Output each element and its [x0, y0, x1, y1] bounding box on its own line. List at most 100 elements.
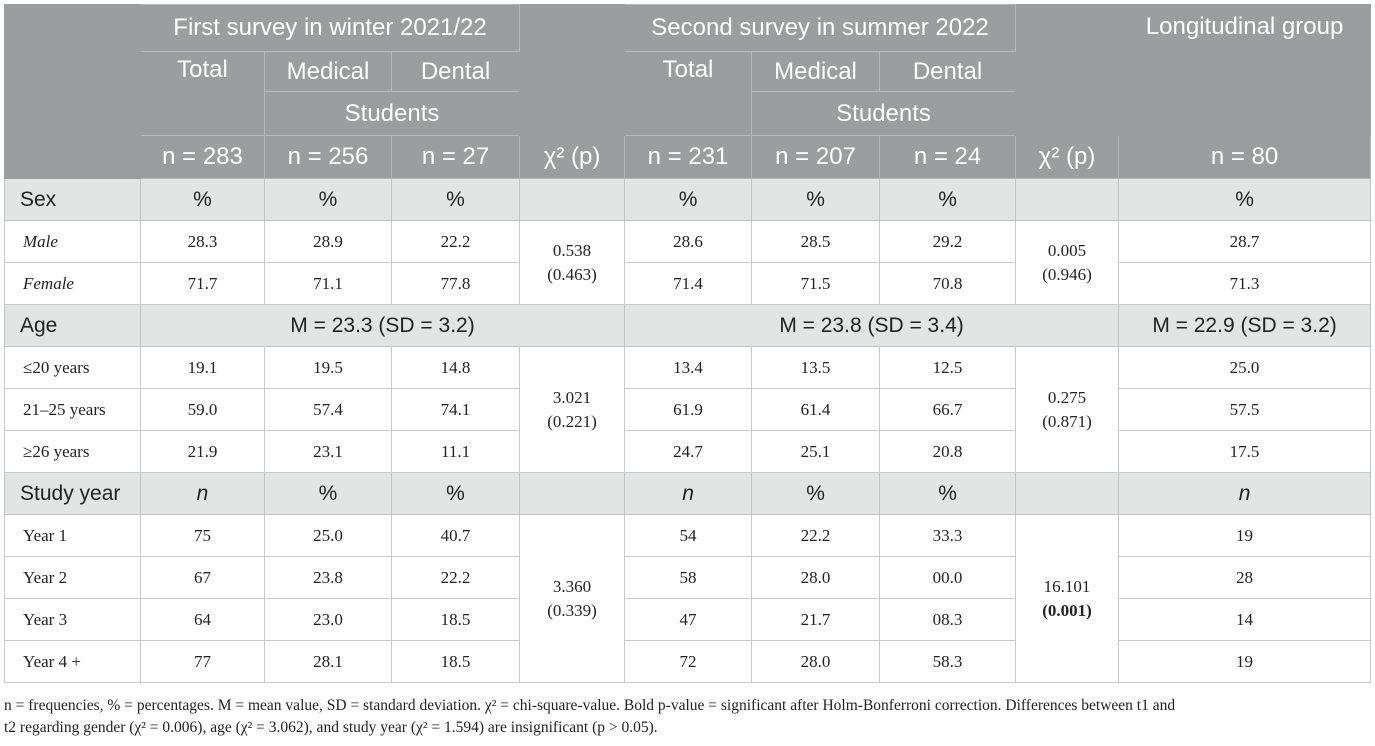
chi-cell: 3.021 (0.221) [519, 346, 626, 473]
cell: 00.0 [879, 556, 1017, 599]
cell: 25.0 [1118, 346, 1372, 389]
header-chi2: χ² (p) [1015, 135, 1120, 179]
section-age: Age M = 23.3 (SD = 3.2) M = 23.8 (SD = 3… [4, 304, 1372, 347]
header-row-2: Total Medical Dental Total Medical Denta… [5, 51, 1371, 136]
age-mean-survey2: M = 23.8 (SD = 3.4) [624, 304, 1120, 347]
header-chi1: χ² (p) [519, 135, 626, 179]
cell: 24.7 [624, 430, 753, 473]
cell: 23.0 [264, 598, 392, 641]
header-row-4: n = 283 n = 256 n = 27 χ² (p) n = 231 n … [5, 135, 1372, 179]
cell: 19 [1118, 514, 1372, 557]
section-sex: Sex % % % % % % % [4, 178, 1372, 221]
chi-cell: 0.538 (0.463) [519, 220, 626, 305]
cell: 13.5 [751, 346, 881, 389]
cell: 57.4 [264, 388, 392, 431]
unit-cell-blank [1015, 178, 1120, 221]
header-row-1: First survey in winter 2021/22 Second su… [4, 4, 1372, 179]
footnote-line-1: n = frequencies, % = percentages. M = me… [4, 697, 1176, 714]
cell: 13.4 [624, 346, 753, 389]
cell: 25.1 [751, 430, 881, 473]
header-students-2: Students [751, 91, 1017, 136]
chi-value: 16.101 [1043, 576, 1091, 596]
unit-cell: % [879, 178, 1017, 221]
table-row: ≤20 years 19.1 19.5 14.8 3.021 (0.221) 13… [4, 346, 1372, 473]
cell: 22.2 [751, 514, 881, 557]
age-mean-survey1: M = 23.3 (SD = 3.2) [139, 304, 626, 347]
chi-cell: 3.360 (0.339) [519, 514, 626, 683]
row-label: Male [4, 220, 141, 263]
cell: 11.1 [390, 430, 521, 473]
cell: 58.3 [879, 640, 1017, 683]
header-n1-dental: n = 27 [390, 135, 521, 179]
cell: 19.5 [264, 346, 392, 389]
header-blank-cell [4, 4, 141, 179]
cell: 47 [624, 598, 753, 641]
header-total-2: Total [624, 51, 753, 136]
cell: 61.4 [751, 388, 881, 431]
age-mean-longitudinal: M = 22.9 (SD = 3.2) [1118, 304, 1372, 347]
unit-cell: % [624, 178, 753, 221]
unit-cell: % [751, 472, 881, 515]
unit-cell: % [390, 472, 521, 515]
unit-cell-blank [1015, 472, 1120, 515]
cell: 18.5 [390, 640, 521, 683]
cell: 72 [624, 640, 753, 683]
unit-cell: % [879, 472, 1017, 515]
unit-cell: n [624, 472, 753, 515]
table-row: Female 71.7 71.1 77.8 71.4 71.5 70.8 71.… [4, 262, 1372, 305]
table-row: Year 1 75 25.0 40.7 3.360 (0.339) 54 22.2… [4, 514, 1372, 683]
cell: 20.8 [879, 430, 1017, 473]
cell: 28.7 [1118, 220, 1372, 263]
cell: 59.0 [140, 388, 265, 431]
row-label: 21–25 years [4, 388, 141, 431]
cell: 75 [140, 514, 265, 557]
header-n-long: n = 80 [1118, 135, 1372, 179]
header-dental-1: Dental [390, 51, 521, 92]
cell: 23.1 [264, 430, 392, 473]
cell: 19 [1118, 640, 1372, 683]
chi-value: 0.538 [552, 240, 592, 260]
unit-cell: n [140, 472, 265, 515]
table-row: Year 4 + 77 28.1 18.5 72 28.0 58.3 19 [4, 640, 1372, 683]
row-label: Year 2 [4, 556, 141, 599]
section-label: Sex [4, 178, 141, 221]
cell: 70.8 [879, 262, 1017, 305]
chi-cell: 16.101 (0.001) [1015, 514, 1120, 683]
row-label: Year 1 [4, 514, 141, 557]
cell: 28.6 [624, 220, 753, 263]
unit-cell: n [1118, 472, 1372, 515]
cell: 21.7 [751, 598, 881, 641]
p-value: (0.946) [1042, 264, 1092, 284]
table-row: Year 2 67 23.8 22.2 58 28.0 00.0 28 [4, 556, 1372, 599]
chi-value: 0.005 [1047, 240, 1087, 260]
cell: 23.8 [264, 556, 392, 599]
table-row: Year 3 64 23.0 18.5 47 21.7 08.3 14 [4, 598, 1372, 641]
cell: 28.5 [751, 220, 881, 263]
unit-cell: % [264, 472, 392, 515]
unit-cell: % [751, 178, 881, 221]
header-students-1: Students [263, 91, 521, 136]
header-n2-dental: n = 24 [879, 135, 1017, 179]
cell: 71.7 [140, 262, 265, 305]
cell: 71.3 [1118, 262, 1372, 305]
cell: 28.3 [140, 220, 265, 263]
cell: 19.1 [140, 346, 265, 389]
cell: 71.5 [751, 262, 881, 305]
table-row: Male 28.3 28.9 22.2 0.538 (0.463) 28.6 28… [4, 220, 1372, 305]
cell: 22.2 [390, 220, 521, 263]
chi-value: 3.021 [552, 387, 592, 407]
header-n2-total: n = 231 [624, 135, 753, 179]
header-blank-chi2 [1015, 4, 1120, 136]
cell: 57.5 [1118, 388, 1372, 431]
header-dental-2: Dental [879, 51, 1017, 92]
cell: 17.5 [1118, 430, 1372, 473]
cell: 12.5 [879, 346, 1017, 389]
header-blank-chi1 [519, 4, 626, 136]
unit-cell: % [140, 178, 265, 221]
table-row: ≥26 years 21.9 23.1 11.1 24.7 25.1 20.8 … [4, 430, 1372, 473]
cell: 21.9 [140, 430, 265, 473]
cell: 28.0 [751, 640, 881, 683]
unit-cell: % [1118, 178, 1372, 221]
footnote-line-2: t2 regarding gender (χ² = 0.006), age (χ… [4, 719, 658, 736]
cell: 25.0 [264, 514, 392, 557]
